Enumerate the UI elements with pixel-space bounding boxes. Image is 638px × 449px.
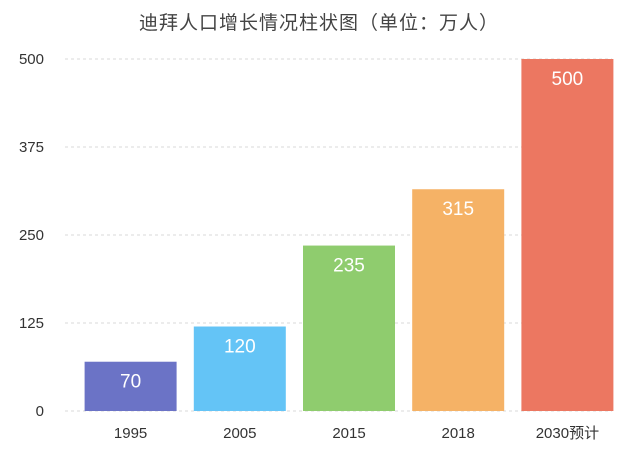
y-axis-ticks: 0 125 250 375 500 bbox=[19, 51, 44, 420]
data-label-2018: 315 bbox=[442, 199, 474, 220]
y-tick-label-0: 0 bbox=[36, 403, 44, 420]
data-label-2015: 235 bbox=[333, 256, 365, 277]
bar-2015 bbox=[303, 245, 395, 411]
x-tick-label-2018: 2018 bbox=[442, 425, 475, 442]
bar-1995 bbox=[84, 361, 177, 411]
data-label-1995: 70 bbox=[120, 372, 141, 393]
y-tick-label-250: 250 bbox=[19, 227, 44, 244]
bar-2005 bbox=[193, 326, 286, 411]
bar-2018 bbox=[412, 189, 505, 411]
x-tick-label-2030预计: 2030预计 bbox=[536, 425, 599, 442]
x-axis-ticks: 1995 2005 2015 2018 2030预计 bbox=[114, 425, 599, 442]
data-label-2005: 120 bbox=[224, 337, 256, 358]
y-tick-label-125: 125 bbox=[19, 315, 44, 332]
y-tick-label-500: 500 bbox=[19, 51, 44, 68]
x-tick-label-2005: 2005 bbox=[223, 425, 256, 442]
chart-title: 迪拜人口增长情况柱状图（单位：万人） bbox=[138, 12, 499, 34]
y-tick-label-375: 375 bbox=[19, 139, 44, 156]
x-tick-label-1995: 1995 bbox=[114, 425, 147, 442]
bar-2030预计 bbox=[521, 59, 614, 411]
bars: 70 120 235 315 500 bbox=[84, 59, 614, 411]
x-tick-label-2015: 2015 bbox=[332, 425, 365, 442]
data-label-2030预计: 500 bbox=[552, 69, 584, 90]
